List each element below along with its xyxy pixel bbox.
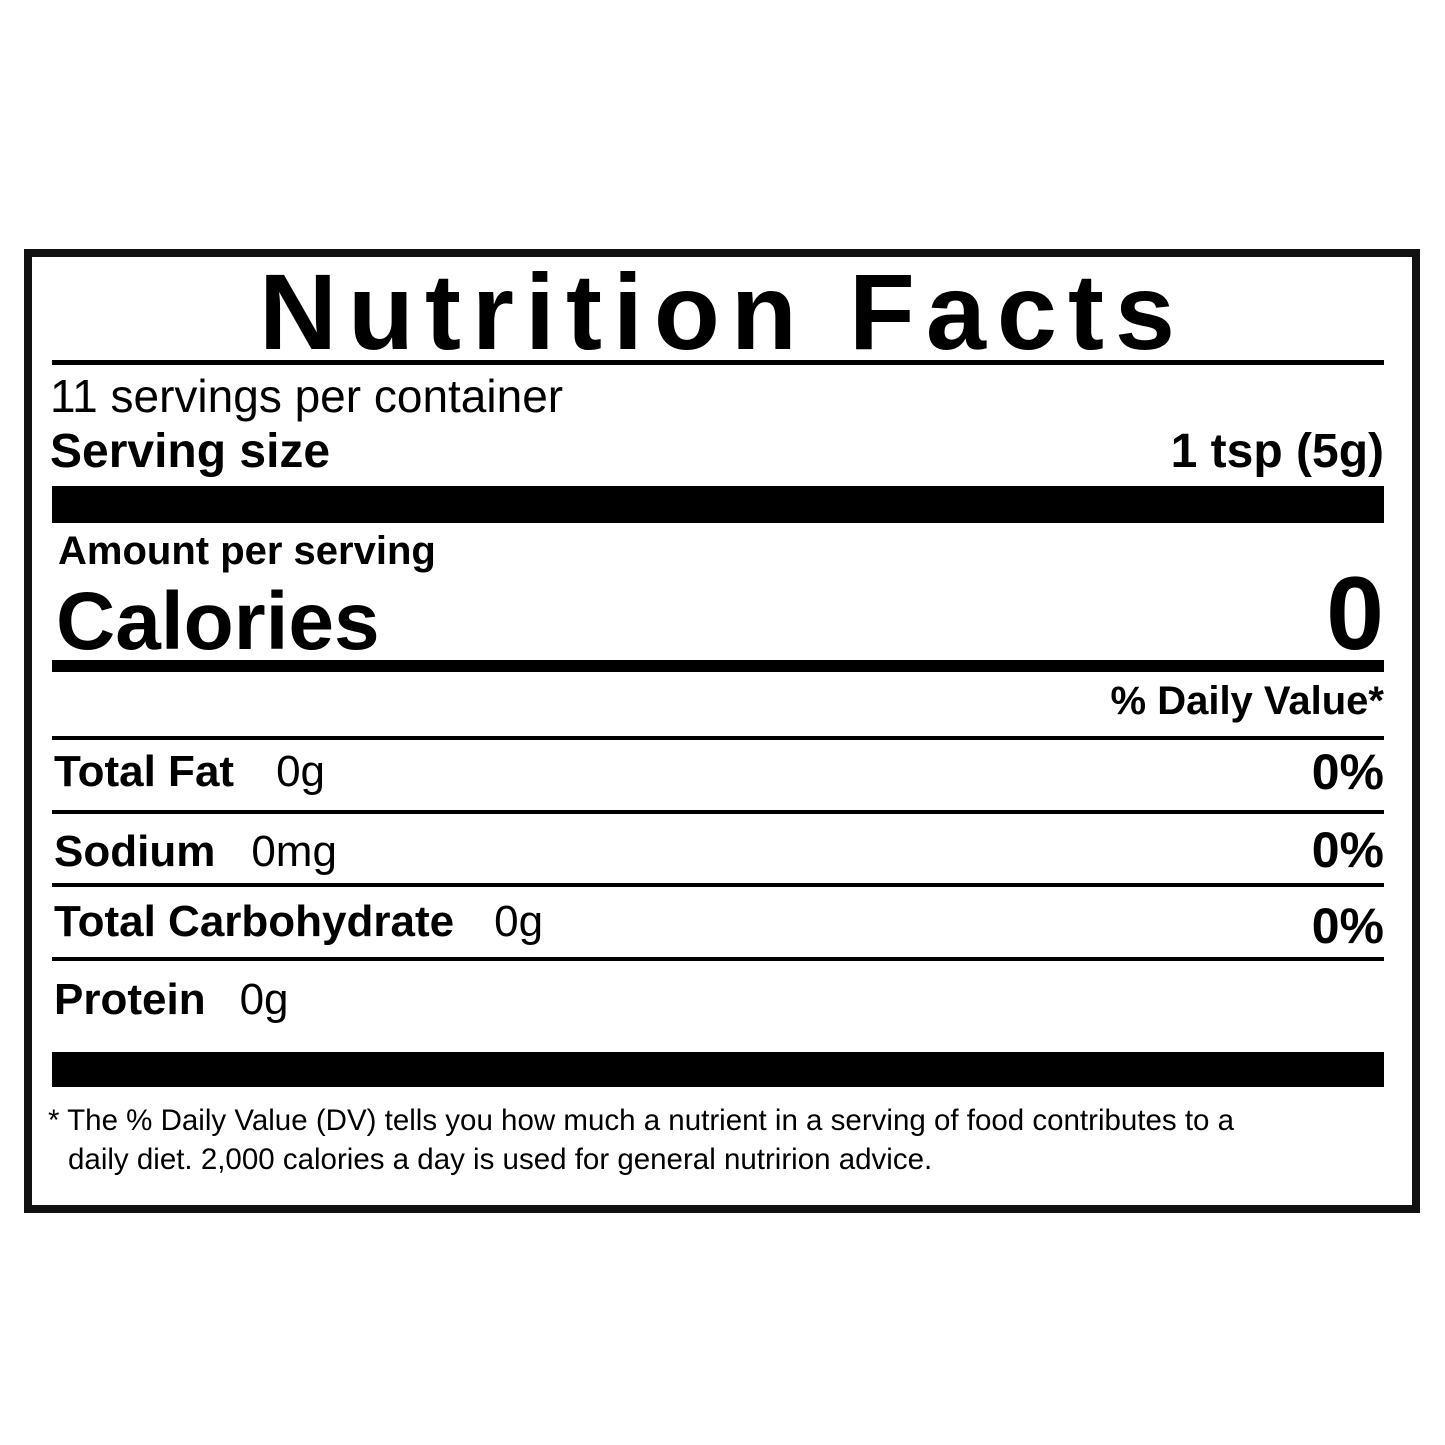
medium-divider bbox=[52, 660, 1384, 672]
divider bbox=[52, 736, 1384, 740]
nutrient-row-total-carbohydrate: Total Carbohydrate 0g bbox=[54, 896, 543, 948]
nutrient-row-total-fat: Total Fat 0g bbox=[54, 746, 325, 798]
serving-size-value: 1 tsp (5g) bbox=[1170, 425, 1384, 478]
label-title: Nutrition Facts bbox=[258, 251, 1186, 372]
divider bbox=[52, 810, 1384, 814]
nutrient-amount: 0g bbox=[239, 975, 289, 1024]
nutrient-amount: 0g bbox=[276, 747, 326, 796]
footnote-line-1: * The % Daily Value (DV) tells you how m… bbox=[48, 1104, 1235, 1137]
divider bbox=[52, 883, 1384, 887]
nutrient-amount: 0g bbox=[494, 897, 544, 946]
footnote-line-2: daily diet. 2,000 calories a day is used… bbox=[68, 1143, 933, 1176]
calories-label: Calories bbox=[56, 576, 380, 667]
daily-value-header: % Daily Value* bbox=[1110, 679, 1384, 723]
nutrient-name: Total Carbohydrate bbox=[54, 897, 455, 946]
amount-per-serving: Amount per serving bbox=[58, 529, 436, 573]
divider bbox=[52, 360, 1384, 365]
divider bbox=[52, 957, 1384, 961]
nutrient-row-protein: Protein 0g bbox=[54, 974, 289, 1026]
nutrient-name: Total Fat bbox=[54, 747, 235, 796]
nutrient-name: Sodium bbox=[54, 827, 216, 876]
thick-divider bbox=[52, 486, 1384, 523]
thick-divider bbox=[52, 1052, 1384, 1087]
serving-size-label: Serving size bbox=[50, 425, 331, 478]
nutrient-dv: 0% bbox=[1311, 898, 1384, 954]
nutrient-amount: 0mg bbox=[251, 827, 337, 876]
calories-value: 0 bbox=[1326, 556, 1384, 672]
nutrient-row-sodium: Sodium 0mg bbox=[54, 826, 337, 878]
nutrient-dv: 0% bbox=[1311, 744, 1384, 800]
nutrient-name: Protein bbox=[54, 975, 206, 1024]
nutrient-dv: 0% bbox=[1311, 822, 1384, 878]
servings-per-container: 11 servings per container bbox=[50, 370, 564, 422]
